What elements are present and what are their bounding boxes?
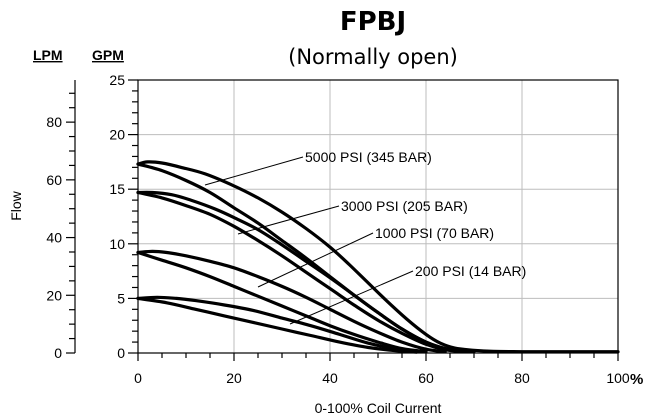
series-4-upper-curve bbox=[136, 295, 428, 354]
gpm-tick-label: 15 bbox=[109, 181, 125, 197]
x-unit-percent: % bbox=[630, 371, 643, 388]
gpm-tick-label: 0 bbox=[117, 345, 125, 361]
lpm-tick-label: 40 bbox=[46, 230, 62, 246]
chart-subtitle: (Normally open) bbox=[288, 45, 458, 69]
x-tick-label: 80 bbox=[514, 370, 530, 386]
lpm-tick-label: 60 bbox=[46, 172, 62, 188]
chart-title: FPBJ bbox=[340, 7, 406, 37]
annotation-label: 5000 PSI (345 BAR) bbox=[305, 149, 432, 165]
series-3-upper-curve bbox=[136, 249, 447, 354]
lpm-unit-label: LPM bbox=[33, 47, 63, 63]
axis-ticks: 0 20 40 60 80 100 0 5 10 15 20 25 0 20 40 60 80 bbox=[46, 72, 629, 386]
annotation-leader-line bbox=[289, 270, 414, 325]
gpm-tick-label: 25 bbox=[109, 72, 125, 88]
x-tick-label: 20 bbox=[226, 370, 242, 386]
curve-annotations: 5000 PSI (345 BAR) 3000 PSI (205 BAR) 1000… bbox=[204, 149, 526, 325]
x-tick-label: 100 bbox=[606, 370, 630, 386]
annotation-label: 3000 PSI (205 BAR) bbox=[341, 198, 468, 214]
annotation-leader-line bbox=[257, 232, 374, 288]
gpm-tick-label: 10 bbox=[109, 236, 125, 252]
annotation-leader-line bbox=[204, 156, 304, 186]
series-2-lower-curve bbox=[136, 190, 466, 354]
series-2-upper-curve bbox=[136, 190, 466, 354]
y-axis-label: Flow bbox=[8, 190, 24, 220]
annotation-leader-line bbox=[237, 205, 340, 235]
gpm-unit-label: GPM bbox=[92, 47, 124, 63]
gpm-tick-label: 20 bbox=[109, 127, 125, 143]
x-tick-label: 60 bbox=[418, 370, 434, 386]
flow-curves bbox=[136, 160, 620, 354]
series-1-upper-curve bbox=[136, 160, 620, 354]
grid bbox=[138, 80, 618, 353]
lpm-tick-label: 0 bbox=[54, 345, 62, 361]
gpm-tick-label: 5 bbox=[117, 290, 125, 306]
x-tick-label: 0 bbox=[134, 370, 142, 386]
x-axis-label: 0-100% Coil Current bbox=[315, 400, 442, 416]
annotation-label: 1000 PSI (70 BAR) bbox=[375, 225, 494, 241]
annotation-label: 200 PSI (14 BAR) bbox=[415, 263, 526, 279]
series-3-lower-curve bbox=[136, 250, 428, 354]
lpm-tick-label: 20 bbox=[46, 287, 62, 303]
x-tick-label: 40 bbox=[322, 370, 338, 386]
lpm-tick-label: 80 bbox=[46, 114, 62, 130]
series-4-lower-curve bbox=[136, 296, 418, 354]
